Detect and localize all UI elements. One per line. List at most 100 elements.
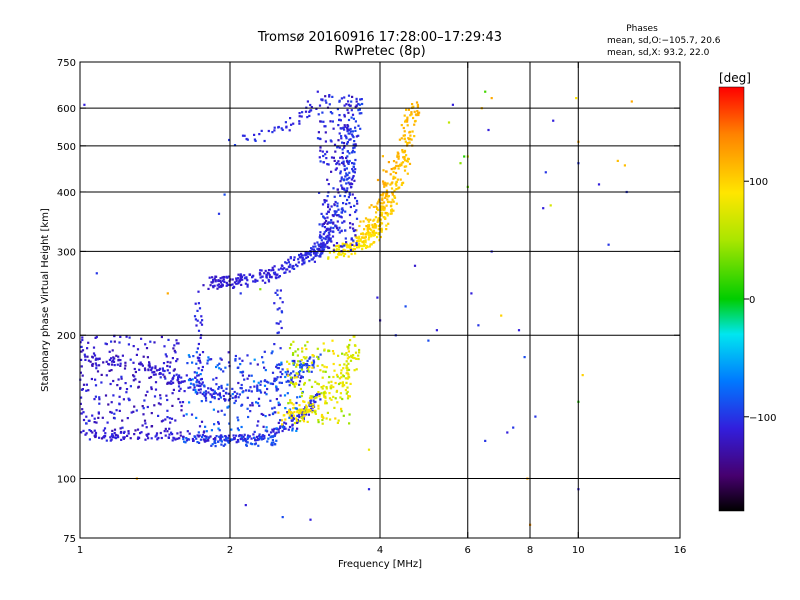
data-point-2211 (332, 156, 335, 159)
data-point-1879 (304, 408, 307, 411)
data-point-334 (91, 364, 94, 367)
data-point-1389 (373, 223, 376, 226)
data-point-1162 (369, 234, 372, 237)
data-point-1558 (123, 367, 127, 370)
data-point-2023 (292, 403, 295, 406)
data-point-1281 (380, 227, 383, 230)
data-point-960 (300, 115, 303, 118)
data-point-1680 (294, 407, 297, 410)
data-point-2326 (201, 351, 205, 354)
data-point-540 (329, 385, 332, 388)
data-point-376 (95, 357, 98, 360)
data-point-1568 (128, 399, 131, 402)
data-point-1061 (385, 228, 388, 231)
data-point-2059 (352, 143, 355, 146)
data-point-216 (147, 437, 150, 440)
data-point-268 (306, 370, 309, 373)
data-point-2398 (220, 439, 223, 442)
x-tick-label: 4 (377, 545, 383, 556)
data-point-1606 (157, 402, 160, 405)
data-point-779 (345, 178, 348, 181)
data-point-1719 (239, 371, 242, 374)
data-point-1880 (320, 386, 323, 389)
data-point-1402 (85, 389, 88, 392)
data-point-134 (117, 436, 120, 439)
data-point-1362 (359, 220, 362, 223)
data-point-408 (180, 376, 183, 379)
data-point-1938 (343, 363, 346, 366)
data-point-2221 (336, 220, 339, 223)
data-point-2275 (320, 242, 323, 245)
data-point-1809 (218, 429, 221, 432)
data-point-2261 (333, 143, 337, 146)
data-point-1711 (210, 358, 213, 361)
data-point-1530 (98, 398, 101, 401)
data-point-403 (309, 356, 312, 359)
data-point-441 (80, 358, 83, 361)
data-point-1525 (110, 360, 114, 363)
data-point-2220 (348, 192, 351, 195)
data-point-1137 (338, 244, 341, 247)
data-point-547 (348, 376, 351, 379)
data-point-1467 (171, 404, 174, 407)
data-point-1907 (347, 350, 350, 353)
data-point-1546 (84, 433, 87, 436)
legend-title: Phases (626, 24, 658, 34)
data-point-379 (259, 383, 262, 386)
data-point-1590 (134, 378, 137, 381)
data-point-84 (300, 413, 303, 416)
data-point-1916 (300, 368, 304, 371)
data-point-1472 (177, 376, 180, 379)
data-point-1844 (296, 414, 299, 417)
data-point-522 (296, 411, 299, 414)
data-point-1982 (293, 422, 297, 425)
data-point-24 (133, 433, 136, 436)
data-point-2143 (349, 186, 353, 189)
data-point-1367 (381, 197, 384, 200)
data-point-1202 (413, 123, 416, 126)
data-point-1445 (113, 357, 116, 360)
data-point-2299 (354, 210, 357, 214)
data-point-362 (197, 380, 201, 383)
data-point-1369 (364, 235, 367, 238)
y-tick-label: 200 (57, 331, 76, 342)
data-point-2426 (271, 438, 274, 442)
data-point-1999 (305, 347, 308, 351)
data-point-1550 (168, 365, 171, 368)
data-point-620 (246, 283, 249, 286)
data-point-940 (308, 252, 311, 255)
data-point-1551 (173, 344, 176, 347)
data-point-838 (245, 276, 248, 279)
data-point-929 (348, 152, 351, 155)
data-point-1377 (361, 236, 364, 239)
data-point-1252 (392, 209, 395, 212)
data-point-1582 (153, 404, 156, 407)
data-point-662 (295, 263, 298, 266)
data-point-736 (316, 241, 319, 244)
data-point-1383 (392, 167, 395, 170)
data-point-405 (312, 359, 315, 362)
data-point-1667 (212, 408, 215, 411)
data-point-2122 (348, 202, 351, 205)
data-point-2456 (223, 193, 226, 196)
data-point-263 (117, 355, 120, 358)
data-point-319 (201, 392, 204, 396)
data-point-1657 (286, 370, 289, 373)
data-point-306 (302, 370, 305, 373)
data-point-87 (263, 434, 266, 438)
data-point-1653 (268, 413, 271, 417)
data-point-1920 (330, 387, 333, 390)
data-point-1609 (166, 360, 169, 364)
data-point-2093 (349, 248, 352, 252)
data-point-1783 (220, 386, 223, 390)
data-point-1431 (172, 347, 175, 350)
data-point-719 (213, 284, 216, 287)
data-point-1010 (403, 165, 406, 168)
data-point-13 (205, 439, 208, 442)
data-point-1056 (327, 256, 330, 259)
data-point-1453 (125, 388, 129, 391)
data-point-451 (200, 383, 203, 386)
data-point-2027 (347, 394, 350, 398)
data-point-806 (350, 116, 353, 119)
data-point-642 (331, 230, 335, 233)
